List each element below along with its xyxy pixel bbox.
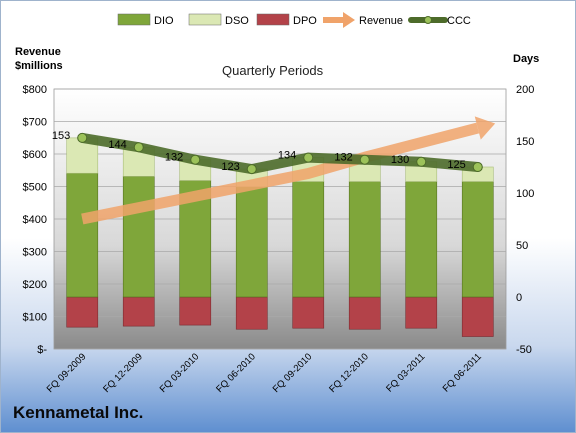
ccc-data-label: 130 <box>391 154 409 166</box>
y2-tick-label: 100 <box>516 188 534 200</box>
ccc-data-label: 134 <box>278 150 296 162</box>
legend-label-dpo: DPO <box>293 15 317 27</box>
legend-swatch-revenue-head <box>343 12 355 28</box>
bar-dpo <box>66 296 99 328</box>
x-tick-label: FQ 03-2010 <box>158 351 202 395</box>
revenue-arrow-shaft <box>81 122 480 225</box>
chart-title: Quarterly Periods <box>222 63 324 78</box>
ccc-point <box>303 152 314 163</box>
y2-tick-label: 150 <box>516 136 534 148</box>
bar-dpo <box>348 296 381 330</box>
x-tick-label: FQ 06-2010 <box>214 351 258 395</box>
y-axis-title-line-1: Revenue <box>15 46 61 58</box>
x-tick-label: FQ 12-2009 <box>101 351 145 395</box>
legend-swatch-dso <box>188 13 222 26</box>
ccc-data-label: 153 <box>52 130 70 142</box>
y2-tick-label: 0 <box>516 292 522 304</box>
y-tick-label: $600 <box>23 149 47 161</box>
bar-dpo <box>461 296 494 337</box>
bar-dpo <box>122 296 155 327</box>
y2-tick-label: -50 <box>516 344 532 356</box>
legend-label-dso: DSO <box>225 15 249 27</box>
y-axis-title: Revenue $millions <box>15 45 63 73</box>
ccc-point <box>472 162 483 172</box>
ccc-point <box>77 132 88 143</box>
bar-dio <box>66 172 99 298</box>
ccc-line <box>77 132 483 175</box>
legend-swatch-dpo <box>256 13 290 26</box>
y-tick-label: $300 <box>23 247 47 259</box>
ccc-data-label: 132 <box>334 152 352 164</box>
legend-label-revenue: Revenue <box>359 15 403 27</box>
legend-label-ccc: CCC <box>447 15 471 27</box>
bar-dio <box>122 176 155 298</box>
y-tick-label: $100 <box>23 312 47 324</box>
legend-swatch-ccc-point <box>424 16 432 24</box>
y2-tick-label: 50 <box>516 240 528 252</box>
bar-dpo <box>235 296 268 330</box>
x-tick-label: FQ 03-2011 <box>384 351 427 394</box>
ccc-point <box>359 154 370 165</box>
bar-dio <box>292 181 325 298</box>
x-tick-label: FQ 06-2011 <box>441 351 484 394</box>
ccc-point <box>190 154 201 165</box>
x-tick-label: FQ 09-2010 <box>271 351 315 395</box>
revenue-arrow-head <box>474 116 496 140</box>
y-tick-label: $800 <box>23 84 47 96</box>
ccc-point <box>416 156 427 167</box>
y-axis-title-line-2: $millions <box>15 60 63 72</box>
y-tick-label: $400 <box>23 214 47 226</box>
ccc-data-label: 132 <box>165 152 183 164</box>
y-tick-label: $200 <box>23 279 47 291</box>
bar-dpo <box>405 296 438 329</box>
company-name: Kennametal Inc. <box>13 403 144 422</box>
ccc-data-label: 144 <box>108 139 126 151</box>
legend-label-dio: DIO <box>154 15 174 27</box>
bar-dpo <box>292 296 325 329</box>
y-tick-label: $700 <box>23 117 47 129</box>
bar-dio <box>348 181 381 298</box>
x-tick-label: FQ 09-2009 <box>45 351 89 395</box>
legend-swatch-dio <box>117 13 151 26</box>
y2-tick-label: 200 <box>516 84 534 96</box>
bar-dpo <box>179 296 212 326</box>
y-tick-label: $- <box>37 344 47 356</box>
x-tick-label: FQ 12-2010 <box>327 351 371 395</box>
ccc-point <box>246 164 257 175</box>
y-tick-label: $500 <box>23 182 47 194</box>
ccc-data-label: 123 <box>221 161 239 173</box>
ccc-point <box>133 142 144 153</box>
bar-dio <box>235 186 268 298</box>
ccc-data-label: 125 <box>447 159 465 171</box>
bar-dio <box>461 181 494 298</box>
y2-axis-title: Days <box>513 53 540 65</box>
bar-dio <box>405 181 438 298</box>
